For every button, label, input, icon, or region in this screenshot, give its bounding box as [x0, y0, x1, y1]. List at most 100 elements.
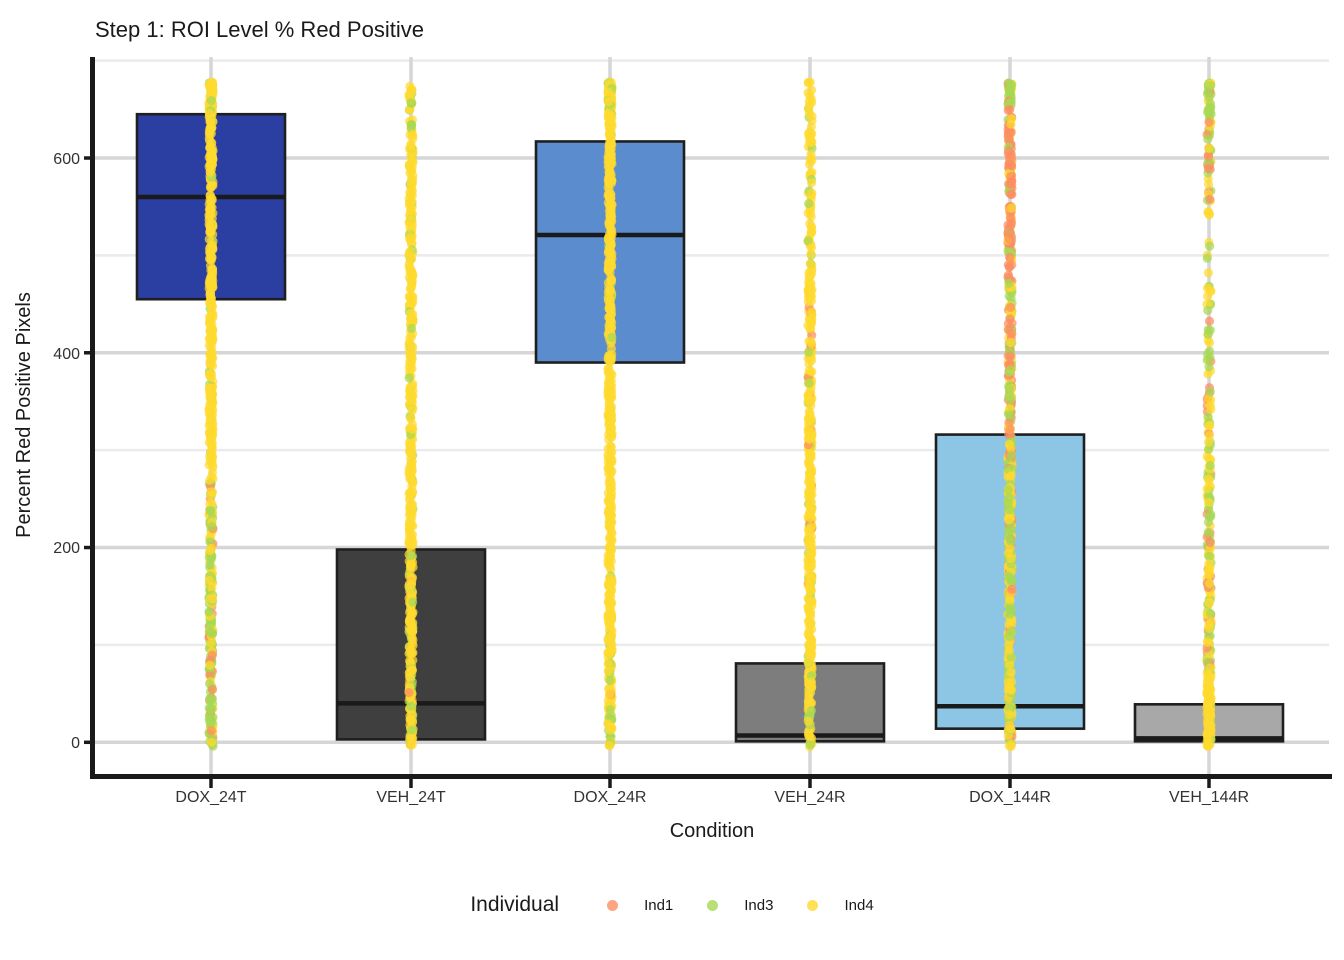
point	[607, 381, 617, 391]
point	[406, 715, 416, 725]
point	[804, 406, 814, 417]
point	[1203, 637, 1213, 647]
point	[406, 551, 416, 561]
point	[1204, 316, 1215, 326]
point	[1004, 660, 1015, 671]
y-tick-0: 0	[71, 735, 80, 752]
point	[207, 444, 217, 454]
jitter-strip-DOX_24R	[603, 77, 617, 751]
point	[804, 378, 814, 388]
point	[1006, 119, 1016, 129]
point	[207, 737, 217, 747]
point	[607, 536, 617, 546]
y-tick-600: 600	[53, 151, 80, 168]
x-tick-labels: DOX_24T VEH_24T DOX_24R VEH_24R DOX_144R…	[175, 789, 1249, 806]
point	[1005, 403, 1015, 413]
x-tick-veh-24r: VEH_24R	[774, 789, 845, 806]
legend-label-ind1: Ind1	[644, 896, 674, 914]
point	[1202, 253, 1212, 263]
point	[604, 619, 615, 629]
point	[603, 450, 613, 460]
point	[206, 491, 216, 501]
point	[806, 336, 816, 346]
point	[406, 471, 416, 481]
point	[405, 520, 416, 530]
point	[804, 689, 814, 700]
legend-item-ind1: Ind1	[607, 897, 673, 914]
point	[407, 120, 417, 130]
point	[206, 434, 216, 444]
point	[404, 261, 414, 271]
point	[1203, 527, 1213, 537]
legend-title: Individual	[470, 893, 560, 916]
point	[603, 233, 614, 243]
point	[1005, 252, 1015, 262]
point	[1006, 471, 1016, 481]
point	[1004, 440, 1015, 450]
point	[1205, 352, 1215, 362]
point	[205, 546, 215, 556]
point	[205, 711, 215, 721]
point	[406, 579, 416, 590]
point	[606, 442, 616, 452]
point	[1006, 189, 1016, 200]
point	[1006, 685, 1017, 695]
point	[1204, 512, 1214, 522]
point	[1006, 724, 1016, 734]
jitter-points	[204, 77, 1216, 752]
x-axis-title: Condition	[670, 820, 755, 842]
point	[405, 198, 415, 208]
point	[406, 205, 416, 215]
point	[1204, 431, 1215, 441]
point	[804, 96, 814, 106]
point	[604, 404, 614, 414]
legend-item-ind3: Ind3	[707, 897, 773, 914]
point	[1004, 159, 1014, 169]
point	[804, 198, 814, 209]
point	[805, 609, 815, 619]
point	[1003, 677, 1014, 687]
ind4-dot-icon	[807, 899, 819, 911]
point	[408, 478, 418, 488]
jitter-strip-VEH_144R	[1202, 78, 1216, 751]
point	[1206, 80, 1216, 91]
point	[1003, 485, 1013, 495]
point	[1005, 365, 1016, 375]
point	[1204, 151, 1214, 161]
point	[207, 302, 217, 312]
point	[407, 186, 417, 196]
point	[205, 190, 215, 200]
point	[807, 366, 817, 377]
point	[407, 323, 417, 333]
chart-title: Step 1: ROI Level % Red Positive	[95, 17, 424, 42]
point	[803, 697, 814, 707]
point	[603, 96, 614, 107]
point	[604, 200, 614, 210]
jitter-strip-VEH_24T	[404, 81, 418, 750]
point	[805, 280, 816, 290]
point	[604, 597, 614, 607]
point	[606, 476, 616, 486]
point	[605, 427, 616, 437]
point	[606, 457, 616, 467]
point	[806, 538, 816, 548]
point	[804, 108, 815, 118]
point	[1203, 491, 1214, 501]
point	[806, 85, 817, 95]
point	[1003, 146, 1014, 156]
point	[804, 132, 814, 142]
point	[803, 716, 813, 726]
point	[806, 269, 817, 279]
point	[205, 696, 215, 706]
point	[1004, 515, 1014, 525]
legend-item-ind4: Ind4	[807, 897, 874, 914]
point	[605, 193, 615, 203]
point	[804, 616, 814, 627]
point	[605, 689, 615, 699]
point	[605, 286, 616, 296]
point	[1004, 278, 1014, 288]
point	[408, 655, 418, 665]
point	[807, 307, 817, 317]
point	[406, 358, 416, 368]
point	[803, 593, 813, 603]
